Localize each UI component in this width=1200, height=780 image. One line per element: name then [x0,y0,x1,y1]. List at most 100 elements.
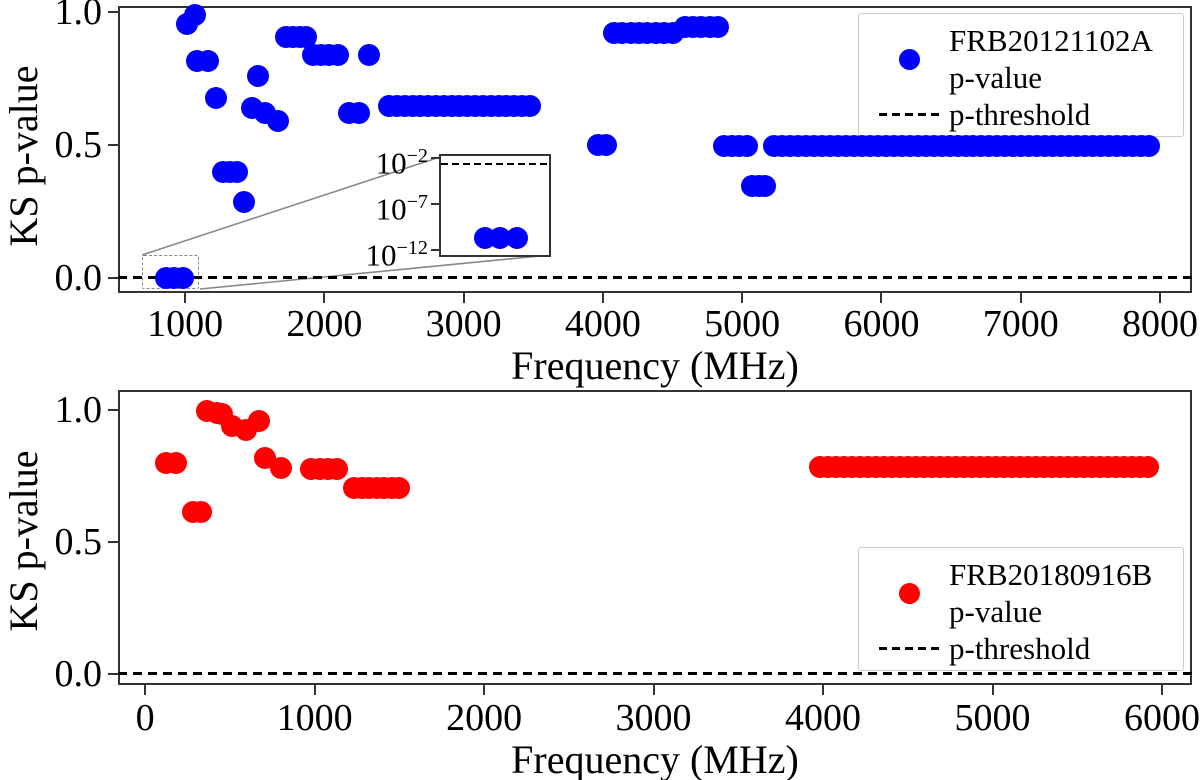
x-tick-label: 7000 [982,303,1059,345]
bottom-legend: FRB20180916B p-value p-threshold [858,547,1184,671]
legend-entry-series: FRB20180916B p-value [869,556,1173,630]
inset-tick-exponent: −7 [406,191,428,213]
x-tick-label: 0 [135,697,155,739]
x-tick-label: 6000 [843,303,920,345]
x-axis-tick [822,685,825,695]
p-threshold-line [118,276,1192,279]
x-tick-label: 6000 [1124,697,1200,739]
dashed-line-marker-icon [879,113,939,117]
legend-series-name: FRB20121102A [949,23,1153,58]
y-tick-label: 1.0 [54,0,103,34]
legend-entry-threshold: p-threshold [869,96,1173,133]
data-point [348,102,371,125]
inset-y-tick [431,203,439,205]
data-point [326,43,349,66]
data-point [172,266,195,289]
x-tick-label: 5000 [704,303,781,345]
legend-marker-cell [869,48,949,70]
legend-series-name: FRB20180916B [949,557,1153,592]
top-plot-area [118,6,1192,293]
x-tick-label: 2000 [446,697,523,739]
inset-tick-exponent: −12 [396,237,429,259]
data-point [1137,134,1160,157]
x-axis-tick [880,293,883,303]
x-axis-tick [1019,293,1022,303]
y-tick-label: 0.5 [54,123,103,166]
data-point [247,409,270,432]
red-dot-marker-icon [898,582,920,604]
legend-series-sublabel: p-value [949,594,1042,630]
inset-y-tick-label: 10−2 [316,146,428,178]
legend-threshold-label: p-threshold [949,631,1091,667]
x-axis-tick [991,685,994,695]
legend-series-sublabel: p-value [949,60,1042,96]
y-tick-label: 0.0 [54,652,103,695]
y-tick-label: 0.5 [54,520,103,563]
data-point [267,110,290,133]
inset-threshold-line [441,163,549,166]
legend-entry-threshold: p-threshold [869,630,1173,667]
x-axis-tick [741,293,744,303]
y-tick-label: 0.0 [54,256,103,299]
data-point [1137,455,1160,478]
x-axis-tick [483,685,486,695]
legend-entry-series: FRB20121102A p-value [869,22,1173,96]
y-axis-tick [108,11,118,14]
inset-y-tick [431,157,439,159]
x-axis-tick [1161,685,1163,695]
inset-data-point [505,227,528,250]
y-axis-tick [108,409,118,412]
inset-tick-base: 10 [375,191,407,227]
legend-marker-cell [869,647,949,651]
legend-threshold-label: p-threshold [949,97,1091,133]
inset-y-tick [431,249,439,251]
x-tick-label: 3000 [615,697,692,739]
data-point [204,87,227,110]
legend-series-label: FRB20121102A p-value [949,22,1153,96]
data-point [197,50,220,73]
legend-series-label: FRB20180916B p-value [949,556,1152,630]
x-tick-label: 4000 [564,303,641,345]
data-point [325,458,348,481]
y-tick-label: 1.0 [54,389,103,432]
data-point [295,26,318,49]
x-axis-tick [323,293,326,303]
x-tick-label: 8000 [1121,303,1198,345]
x-tick-label: 1000 [276,697,353,739]
x-tick-label: 3000 [425,303,502,345]
inset-plot [431,154,551,257]
data-point [594,133,617,156]
x-axis-tick [1158,293,1161,303]
data-point [164,451,187,474]
bottom-plot-area [118,390,1192,685]
inset-tick-base: 10 [365,237,397,273]
x-tick-label: 5000 [954,697,1031,739]
x-tick-label: 2000 [286,303,363,345]
blue-dot-marker-icon [898,48,920,70]
inset-y-tick-label: 10−12 [316,237,429,273]
y-axis-tick [108,672,118,675]
data-point [232,191,255,214]
dashed-line-marker-icon [879,647,939,651]
bottom-y-axis-label: KS p-value [1,450,46,632]
data-point [706,15,729,38]
legend-marker-cell [869,582,949,604]
inset-tick-base: 10 [375,145,407,181]
top-legend: FRB20121102A p-value p-threshold [858,13,1184,137]
data-point [736,134,759,157]
x-axis-tick [184,293,187,303]
data-point [190,500,213,523]
p-threshold-line [118,672,1192,675]
x-axis-tick [144,685,147,695]
x-tick-label: 1000 [147,303,224,345]
x-axis-tick [313,685,316,695]
data-point [518,94,541,117]
inset-y-tick-label: 10−7 [316,192,428,224]
data-point [754,175,777,198]
data-point [269,457,292,480]
inset-tick-exponent: −2 [406,145,428,167]
y-axis-tick [108,143,118,146]
